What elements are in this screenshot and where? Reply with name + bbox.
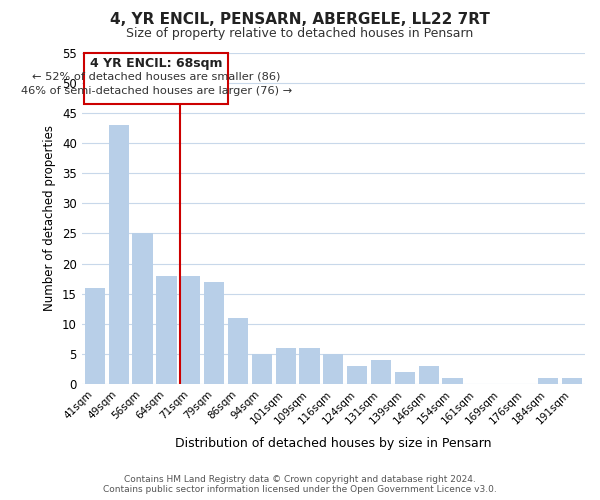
Text: 46% of semi-detached houses are larger (76) →: 46% of semi-detached houses are larger (… xyxy=(20,86,292,97)
X-axis label: Distribution of detached houses by size in Pensarn: Distribution of detached houses by size … xyxy=(175,437,491,450)
Bar xyxy=(275,348,296,384)
Text: Contains public sector information licensed under the Open Government Licence v3: Contains public sector information licen… xyxy=(103,485,497,494)
Bar xyxy=(85,288,105,384)
Text: 4, YR ENCIL, PENSARN, ABERGELE, LL22 7RT: 4, YR ENCIL, PENSARN, ABERGELE, LL22 7RT xyxy=(110,12,490,28)
Bar xyxy=(299,348,320,384)
Bar xyxy=(251,354,272,384)
Text: Size of property relative to detached houses in Pensarn: Size of property relative to detached ho… xyxy=(127,28,473,40)
Bar xyxy=(133,234,152,384)
Bar xyxy=(204,282,224,384)
Bar xyxy=(347,366,367,384)
Text: 4 YR ENCIL: 68sqm: 4 YR ENCIL: 68sqm xyxy=(90,58,223,70)
Bar xyxy=(538,378,558,384)
Bar xyxy=(419,366,439,384)
Y-axis label: Number of detached properties: Number of detached properties xyxy=(43,126,56,312)
Bar xyxy=(442,378,463,384)
Bar xyxy=(371,360,391,384)
Bar xyxy=(228,318,248,384)
Bar xyxy=(84,52,229,104)
Bar xyxy=(156,276,176,384)
Bar xyxy=(395,372,415,384)
Text: ← 52% of detached houses are smaller (86): ← 52% of detached houses are smaller (86… xyxy=(32,72,280,82)
Bar xyxy=(562,378,582,384)
Bar xyxy=(323,354,343,384)
Bar xyxy=(109,125,129,384)
Text: Contains HM Land Registry data © Crown copyright and database right 2024.: Contains HM Land Registry data © Crown c… xyxy=(124,475,476,484)
Bar xyxy=(180,276,200,384)
